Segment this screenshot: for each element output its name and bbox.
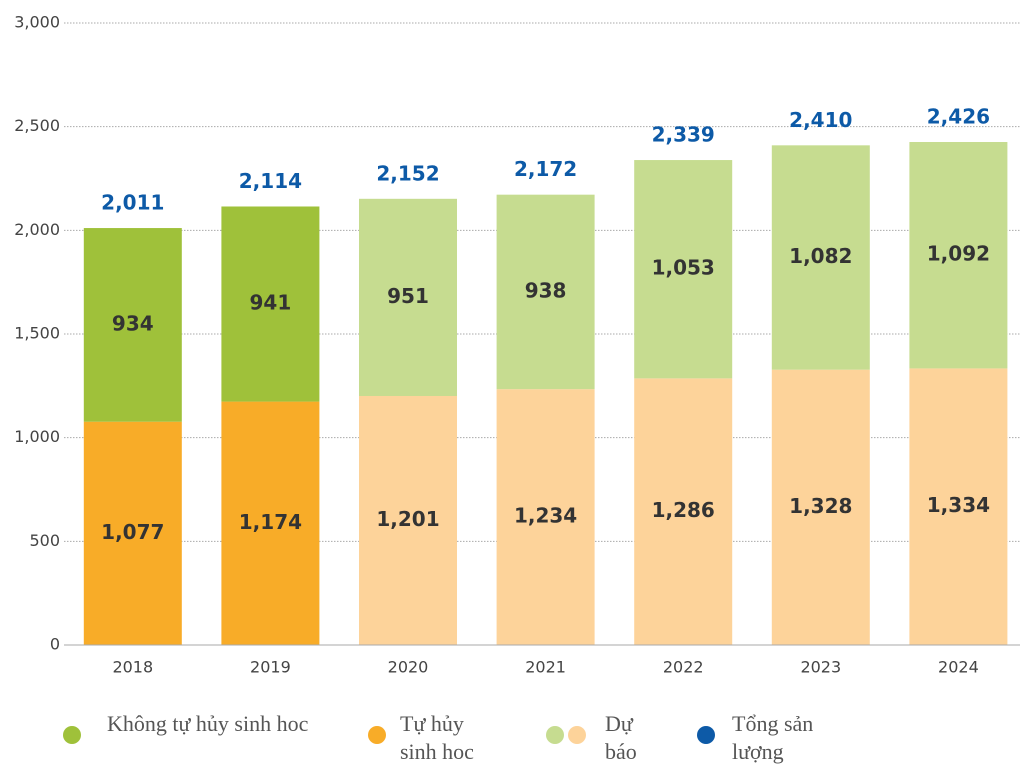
bar-segment [83,228,182,422]
x-tick-label: 2018 [112,658,153,677]
legend-label: Không tự hủy sinh hoc [107,711,309,736]
bar-segment [771,369,870,645]
x-tick-label: 2022 [663,658,704,677]
x-tick-label: 2024 [938,658,979,677]
value-label: 1,328 [789,494,852,518]
bar-segment [496,389,595,645]
y-tick-label: 3,000 [14,13,60,32]
x-tick-label: 2020 [388,658,429,677]
bar-segment [634,378,733,645]
legend-marker [546,726,564,744]
total-label: 2,152 [376,161,439,185]
value-label: 941 [250,291,292,315]
value-label: 938 [525,278,567,302]
y-tick-label: 0 [50,635,60,654]
x-tick-label: 2021 [525,658,566,677]
value-label: 1,077 [101,520,164,544]
y-tick-label: 2,500 [14,116,60,135]
total-label: 2,011 [101,191,164,215]
chart: 0 500 1,000 1,500 2,000 2,500 3,000 2018 1,077 93… [14,13,1020,677]
total-label: 2,339 [652,123,715,147]
bar-segment [909,368,1008,645]
bar-segment [221,206,320,402]
bar-segment [359,395,457,645]
value-label: 1,234 [514,504,577,528]
y-tick-label: 1,000 [14,427,60,446]
legend-label: Tổng sản lượng [732,711,814,764]
bar-segment [634,160,733,379]
bar-segment [771,145,870,370]
legend-marker [697,726,715,744]
bar-segment [359,198,457,396]
y-tick-label: 1,500 [14,324,60,343]
y-tick-label: 2,000 [14,220,60,239]
value-label: 934 [112,311,154,335]
value-label: 1,286 [652,498,715,522]
value-label: 1,174 [239,510,302,534]
legend-marker [368,726,386,744]
y-tick-label: 500 [29,531,60,550]
x-tick-label: 2023 [800,658,841,677]
bar-segment [83,421,182,645]
legend-marker [568,726,586,744]
value-label: 951 [387,284,429,308]
value-label: 1,334 [927,493,990,517]
bar-segment [909,142,1008,369]
total-label: 2,426 [927,105,990,129]
total-label: 2,410 [789,108,852,132]
total-label: 2,172 [514,157,577,181]
legend-label: Dự báo [605,711,637,764]
legend-marker [63,726,81,744]
total-label: 2,114 [239,169,302,193]
value-label: 1,082 [789,244,852,268]
x-tick-label: 2019 [250,658,291,677]
value-label: 1,092 [927,242,990,266]
legend-label: Tự hủy sinh hoc [400,711,474,764]
value-label: 1,201 [376,507,439,531]
bar-segment [221,401,320,645]
bar-segment [496,194,595,390]
value-label: 1,053 [652,256,715,280]
